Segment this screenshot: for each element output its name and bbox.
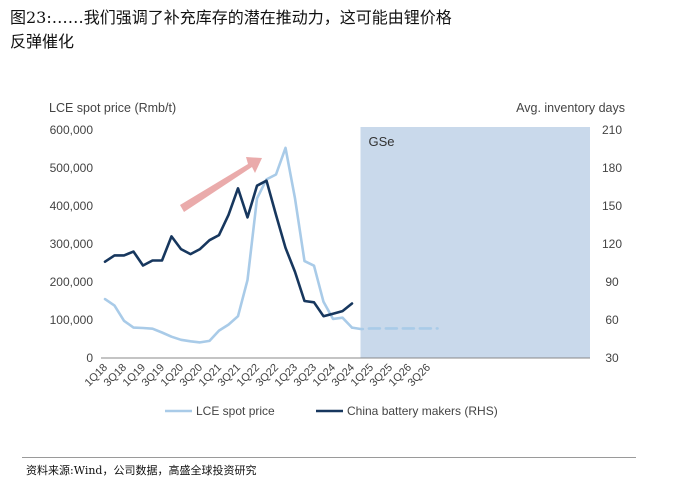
right-tick-label: 120	[602, 237, 622, 251]
left-tick-label: 400,000	[50, 199, 94, 213]
figure-title: 图23:……我们强调了补充库存的潜在推动力，这可能由锂价格 反弹催化	[10, 6, 670, 54]
right-tick-label: 90	[605, 275, 619, 289]
source-note: 资料来源:Wind，公司数据，高盛全球投资研究	[26, 464, 257, 477]
left-tick-label: 500,000	[50, 161, 94, 175]
series-layer	[103, 146, 439, 344]
trend-arrow	[180, 157, 262, 212]
right-tick-label: 210	[602, 123, 622, 137]
right-tick-label: 60	[605, 313, 619, 327]
right-axis-ticks: 210 180 150 120 90 60 30	[602, 123, 622, 365]
series-line-1	[350, 326, 439, 331]
forecast-label: GSe	[369, 134, 395, 149]
left-tick-label: 0	[86, 351, 93, 365]
right-tick-label: 150	[602, 199, 622, 213]
left-tick-label: 300,000	[50, 237, 94, 251]
right-tick-label: 30	[605, 351, 619, 365]
right-axis-title: Avg. inventory days	[516, 101, 625, 115]
left-tick-label: 600,000	[50, 123, 94, 137]
x-axis-ticks: 1Q183Q181Q193Q191Q203Q201Q213Q211Q223Q22…	[83, 362, 434, 390]
figure-title-line-2: 反弹催化	[10, 32, 75, 51]
left-tick-label: 100,000	[50, 313, 94, 327]
left-axis-title: LCE spot price (Rmb/t)	[49, 101, 176, 115]
forecast-region	[360, 127, 590, 358]
legend-label-battery: China battery makers (RHS)	[347, 404, 498, 418]
series-line-2	[103, 179, 354, 318]
right-tick-label: 180	[602, 161, 622, 175]
legend: LCE spot price China battery makers (RHS…	[165, 404, 498, 418]
source-divider	[22, 457, 636, 458]
left-tick-label: 200,000	[50, 275, 94, 289]
left-axis-ticks: 600,000 500,000 400,000 300,000 200,000 100,0…	[50, 123, 94, 365]
figure-title-line-1: 图23:……我们强调了补充库存的潜在推动力，这可能由锂价格	[10, 8, 452, 27]
legend-label-lce: LCE spot price	[196, 404, 275, 418]
series-line-0	[103, 146, 354, 344]
